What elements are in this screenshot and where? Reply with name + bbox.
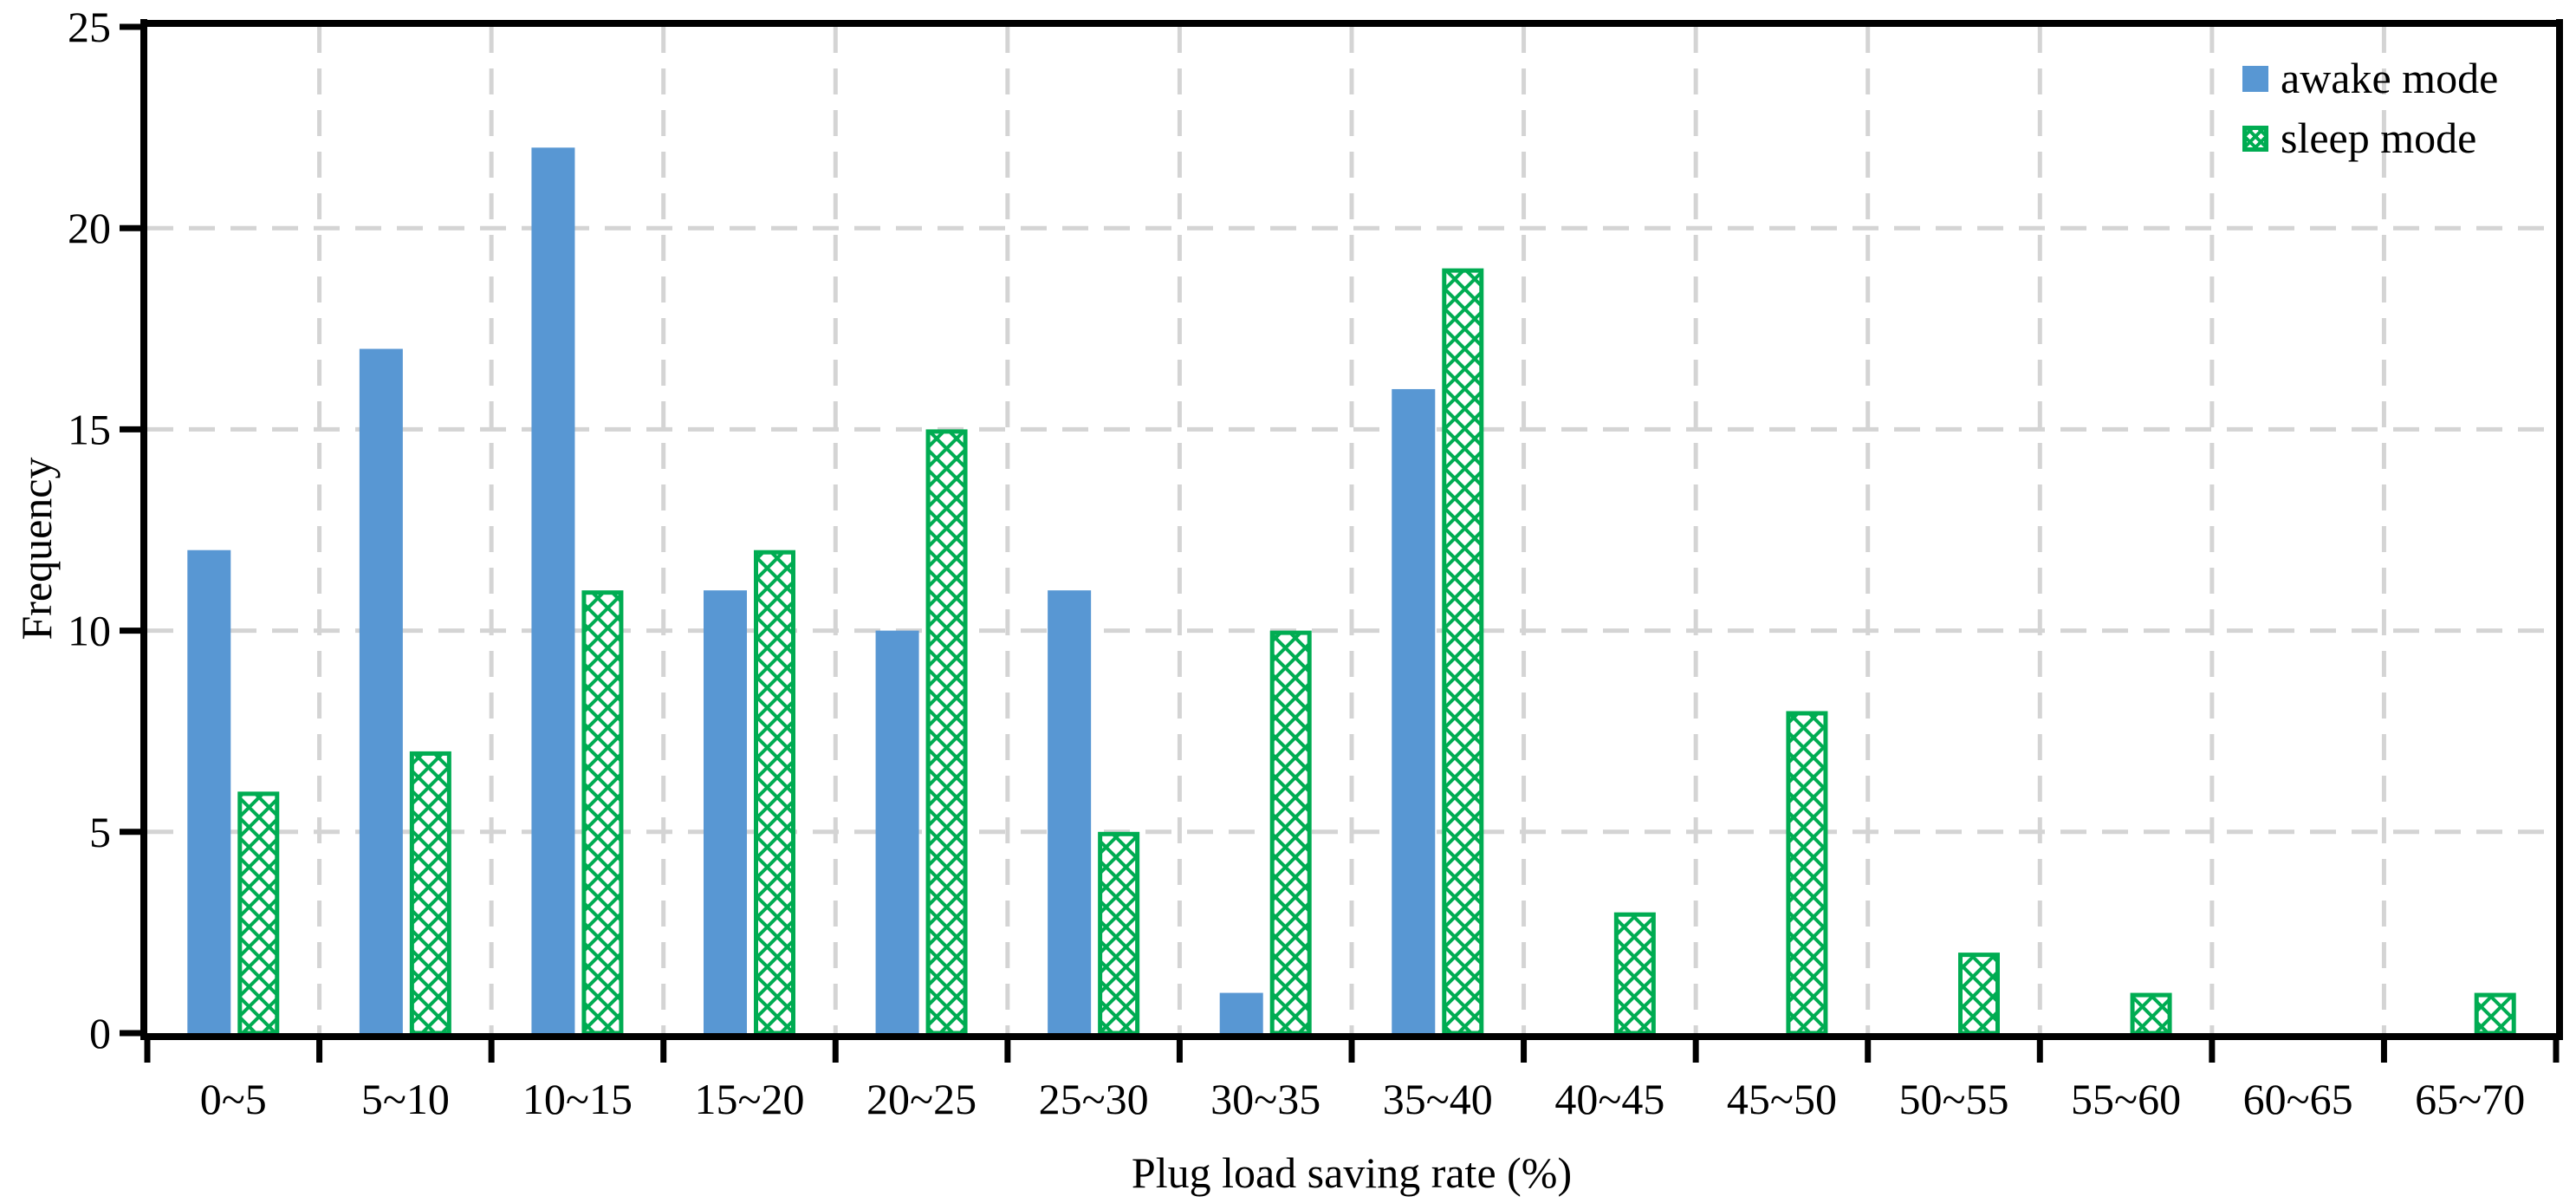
legend-label-awake-mode: awake mode [2281,54,2499,102]
y-tick-label: 10 [68,607,111,655]
bar-awake-mode [1219,992,1263,1033]
x-tick-label: 10~15 [522,1075,633,1123]
y-tick-label: 0 [89,1009,111,1057]
y-tick-label: 20 [68,204,111,252]
x-axis-title: Plug load saving rate (%) [1131,1148,1573,1197]
bar-sleep-mode [1786,711,1828,1036]
bar-sleep-mode [1958,953,2000,1036]
bar-sleep-mode [409,751,451,1036]
bar-awake-mode [875,630,919,1033]
x-tick-label: 50~55 [1898,1075,2008,1123]
bar-sleep-mode [1269,630,1312,1036]
bar-sleep-mode [754,549,795,1036]
legend-item-sleep-mode: sleep mode [2242,108,2498,168]
awake-mode-swatch-icon [2242,65,2268,92]
x-tick-label: 35~40 [1383,1075,1493,1123]
x-tick-label: 60~65 [2243,1075,2353,1123]
bar-sleep-mode [2474,992,2516,1036]
y-tick-label: 5 [89,808,111,856]
x-tick-label: 45~50 [1727,1075,1837,1123]
x-tick-label: 25~30 [1039,1075,1149,1123]
bar-sleep-mode [237,791,280,1036]
bar-sleep-mode [2130,992,2172,1036]
bar-awake-mode [531,147,575,1033]
sleep-mode-swatch-icon [2242,125,2268,152]
legend-item-awake-mode: awake mode [2242,49,2498,108]
x-tick-label: 15~20 [694,1075,804,1123]
bar-awake-mode [704,590,747,1033]
y-tick-label: 25 [68,3,111,51]
x-tick-label: 20~25 [866,1075,977,1123]
bar-awake-mode [1048,590,1092,1033]
y-axis-title: Frequency [12,457,61,641]
bar-sleep-mode [1098,831,1140,1036]
x-tick-label: 5~10 [361,1075,450,1123]
x-tick-label: 65~70 [2415,1075,2525,1123]
bar-sleep-mode [1613,912,1656,1036]
legend-label-sleep-mode: sleep mode [2281,114,2477,162]
bar-awake-mode [1392,388,1436,1034]
x-tick-label: 55~60 [2071,1075,2181,1123]
bar-sleep-mode [925,429,968,1036]
bar-sleep-mode [1442,268,1484,1036]
x-tick-label: 40~45 [1554,1075,1664,1123]
x-tick-label: 30~35 [1210,1075,1320,1123]
bar-sleep-mode [581,590,624,1036]
y-tick-label: 15 [68,405,111,453]
bar-awake-mode [187,549,231,1033]
x-tick-label: 0~5 [200,1075,267,1123]
bar-awake-mode [359,348,403,1033]
legend: awake mode sleep mode [2242,49,2498,168]
